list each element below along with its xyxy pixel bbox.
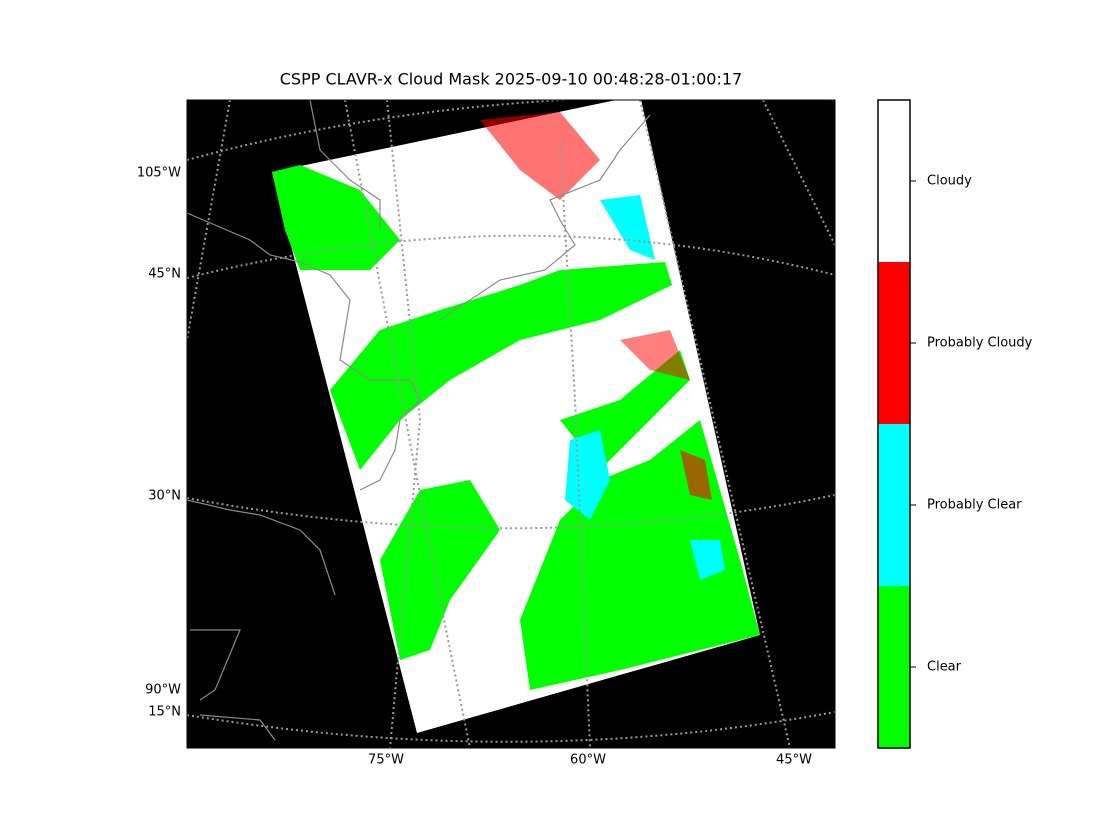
lon-label: 45°W [776,753,812,768]
lat-lon-label: 15°N [148,705,181,720]
lon-label: 60°W [570,753,606,768]
clear-region [380,480,500,660]
graticule-latitude [187,100,835,743]
clear-region [272,165,400,270]
colorbar-label: Cloudy [927,174,972,189]
probably-cloudy-region [480,112,600,200]
colorbar: Cloudy Probably Cloudy Probably Clear Clear [877,99,1033,749]
clear-region [330,262,672,470]
lat-lon-label: 90°W [145,683,181,698]
graticule-longitude [187,100,835,748]
map-frame [186,99,836,749]
colorbar-segment [878,424,910,586]
colorbar-segment [878,586,910,748]
map-title: CSPP CLAVR-x Cloud Mask 2025-09-10 00:48… [280,70,742,89]
lat-lon-label: 30°N [148,489,181,504]
lat-lon-label: 105°W [137,166,181,181]
probably-cloudy-region [680,450,712,500]
coastline [309,100,651,321]
map-area [187,100,835,748]
probably-cloudy-region [620,330,690,380]
probably-clear-region [690,540,725,580]
colorbar-segment [878,100,910,262]
coastline [187,499,336,596]
axis-labels: 105°W 45°N 30°N 90°W 15°N 75°W 60°W 45°W [137,166,812,768]
colorbar-label: Clear [927,660,962,675]
lon-label: 75°W [368,753,404,768]
probably-clear-region [565,430,610,520]
colorbar-segment [878,262,910,424]
colorbar-frame [877,99,911,749]
probably-clear-region [600,195,655,260]
coastline [187,212,421,491]
colorbar-label: Probably Clear [927,498,1022,513]
colorbar-label: Probably Cloudy [927,336,1033,351]
lat-lon-label: 45°N [148,267,181,282]
coastline [190,629,276,741]
